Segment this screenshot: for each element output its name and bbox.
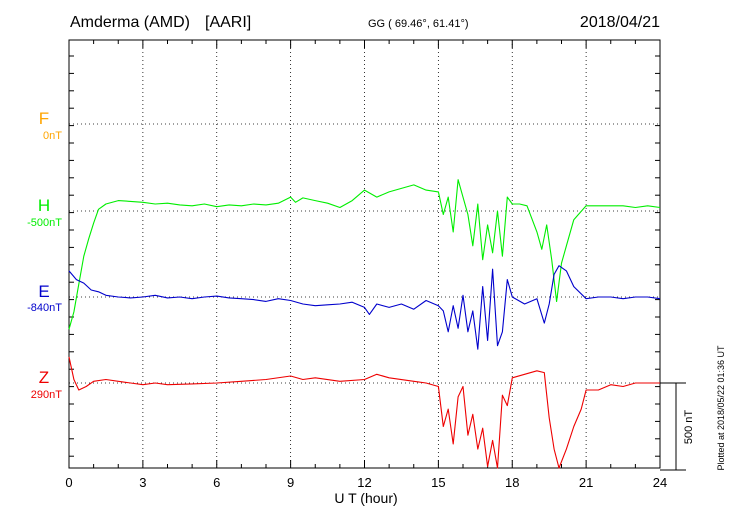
- x-tick-label: 0: [65, 475, 72, 490]
- x-axis-label: U T (hour): [334, 490, 397, 506]
- baseline-value-e: -840nT: [27, 302, 62, 314]
- date-label: 2018/04/21: [580, 14, 660, 31]
- component-label-h: H: [38, 196, 50, 215]
- x-tick-label: 3: [139, 475, 146, 490]
- x-tick-label: 9: [287, 475, 294, 490]
- station-title: Amderma (AMD): [70, 14, 190, 31]
- plotted-note: Plotted at 2018/05/22 01:36 UT: [716, 345, 726, 471]
- scale-bar-label: 500 nT: [683, 410, 695, 445]
- x-tick-label: 15: [431, 475, 445, 490]
- series-line-h: [68, 179, 661, 330]
- x-tick-label: 6: [213, 475, 220, 490]
- series-line-z: [68, 356, 660, 469]
- x-tick-label: 24: [653, 475, 667, 490]
- network-label: [AARI]: [205, 14, 251, 31]
- component-label-z: Z: [39, 368, 49, 387]
- coords-label: GG ( 69.46°, 61.41°): [368, 18, 469, 30]
- component-label-f: F: [39, 109, 49, 128]
- baseline-value-z: 290nT: [31, 389, 62, 401]
- x-tick-label: 12: [357, 475, 371, 490]
- baseline-value-f: 0nT: [43, 130, 62, 142]
- x-tick-label: 21: [579, 475, 593, 490]
- component-label-e: E: [38, 282, 49, 301]
- series-line-e: [68, 265, 661, 350]
- x-tick-label: 18: [505, 475, 519, 490]
- baseline-value-h: -500nT: [27, 217, 62, 229]
